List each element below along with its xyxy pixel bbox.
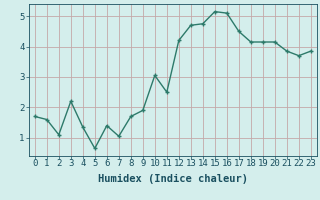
X-axis label: Humidex (Indice chaleur): Humidex (Indice chaleur) (98, 174, 248, 184)
